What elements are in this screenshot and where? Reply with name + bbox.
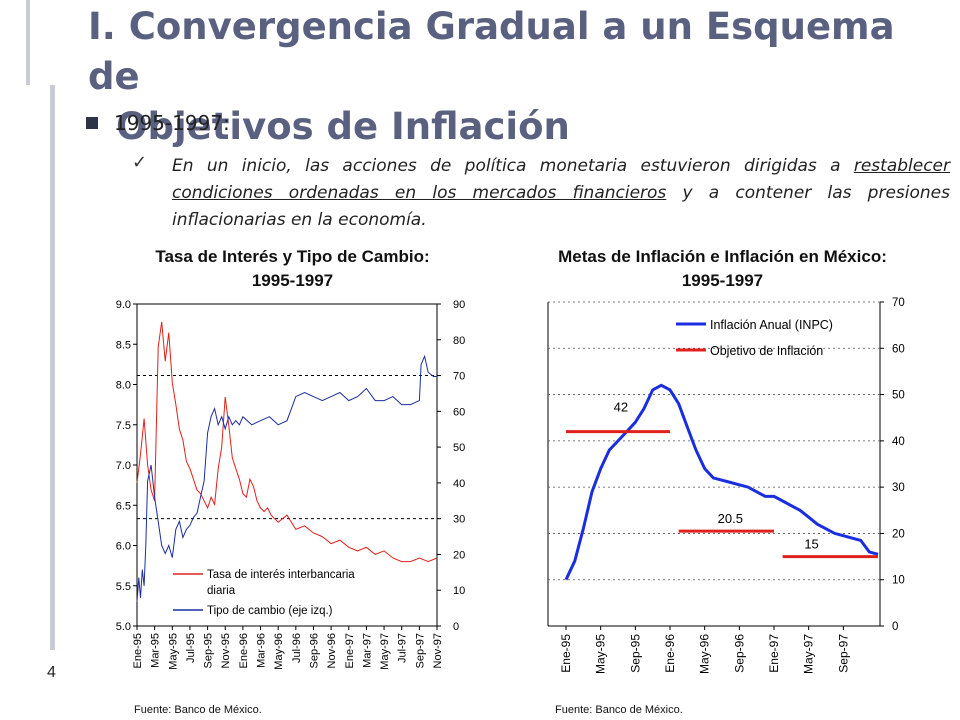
chart1-right-tick-label: 30 xyxy=(453,514,465,526)
chart1-left-tick-label: 7.0 xyxy=(116,460,131,472)
chart1-left-tick-label: 5.5 xyxy=(116,581,131,593)
page-number: 4 xyxy=(47,664,56,681)
chart1-left-tick-label: 6.0 xyxy=(116,541,131,553)
chart1-title-line1: Tasa de Interés y Tipo de Cambio: xyxy=(155,247,430,266)
annotation-42: 42 xyxy=(614,400,628,415)
checkmark-icon: ✓ xyxy=(132,152,148,173)
chart1-left-tick-label: 8.5 xyxy=(116,339,131,351)
chart1-x-tick-label: Ene-96 xyxy=(238,633,250,668)
chart2-x-tick-label: Sep-96 xyxy=(732,634,746,673)
annotation-15: 15 xyxy=(804,537,818,552)
chart2-right-tick-label: 0 xyxy=(892,621,898,633)
chart1-title-line2: 1995-1997 xyxy=(251,271,334,290)
chart1-left-tick-label: 8.0 xyxy=(116,380,131,392)
chart1-x-tick-label: Jul-97 xyxy=(397,633,409,663)
chart1-title: Tasa de Interés y Tipo de Cambio: 1995-1… xyxy=(110,245,475,293)
chart2-right-tick-label: 60 xyxy=(892,343,905,355)
chart1-x-tick-label: Sep-95 xyxy=(203,633,215,668)
chart2-title-line2: 1995-1997 xyxy=(681,271,764,290)
sub-bullet-text: En un inicio, las acciones de política m… xyxy=(172,153,950,234)
sub-text-underlined: restablecer condiciones ordenadas en los… xyxy=(172,156,950,203)
chart2-right-tick-label: 50 xyxy=(892,390,905,402)
chart1-x-tick-label: Nov-97 xyxy=(432,633,444,668)
chart2-x-tick-label: May-95 xyxy=(594,634,608,674)
chart1-left-tick-label: 9.0 xyxy=(116,299,131,311)
chart1-right-tick-label: 50 xyxy=(453,442,465,454)
chart1-left-tick-label: 6.5 xyxy=(116,500,131,512)
chart2-x-tick-label: Ene-95 xyxy=(559,634,573,673)
sub-text-part-3: y a contener las presiones inflacionaria… xyxy=(172,183,950,230)
chart1-x-tick-label: Mar-96 xyxy=(256,633,268,668)
sub-text-part-1: En un inicio, las acciones de política m… xyxy=(172,156,854,176)
legend-target-label: Objetivo de Inflación xyxy=(710,344,823,358)
chart2-x-tick-label: Sep-97 xyxy=(836,634,850,673)
chart1-source: Fuente: Banco de México. xyxy=(134,704,262,716)
chart1-x-tick-label: Nov-95 xyxy=(220,633,232,668)
annotation-20-5: 20.5 xyxy=(718,511,743,526)
chart1-left-tick-label: 7.5 xyxy=(116,420,131,432)
chart2-right-tick-label: 20 xyxy=(892,528,905,540)
chart2-right-tick-label: 40 xyxy=(892,436,905,448)
chart1-right-tick-label: 80 xyxy=(453,335,465,347)
chart1-x-tick-label: Mar-95 xyxy=(150,633,162,668)
chart2-right-tick-label: 70 xyxy=(892,297,905,309)
chart1-right-tick-label: 90 xyxy=(453,299,465,311)
chart2-right-tick-label: 10 xyxy=(892,575,905,587)
chart2-right-tick-label: 30 xyxy=(892,482,905,494)
chart1-x-tick-label: May-95 xyxy=(167,633,179,670)
square-bullet-icon xyxy=(86,117,98,129)
chart1-x-tick-label: Sep-96 xyxy=(308,633,320,668)
legend-interest-label: Tasa de interés interbancaria xyxy=(207,569,355,581)
chart2-x-tick-label: May-96 xyxy=(698,634,712,674)
chart2-source: Fuente: Banco de México. xyxy=(555,704,683,716)
bullet-text: 1995-1997: xyxy=(114,111,230,135)
interest-rate-line xyxy=(136,321,438,563)
bullet-item: 1995-1997: xyxy=(86,111,230,135)
title-line-1: I. Convergencia Gradual a un Esquema de xyxy=(88,5,895,98)
legend-interest-label-2: diaria xyxy=(207,585,236,597)
chart1-left-tick-label: 5.0 xyxy=(116,621,131,633)
legend-exchange-label: Tipo de cambio (eje izq.) xyxy=(207,605,333,617)
chart2-x-tick-label: Ene-97 xyxy=(767,634,781,673)
chart1-x-tick-label: Nov-96 xyxy=(326,633,338,668)
slide-title: I. Convergencia Gradual a un Esquema de … xyxy=(88,2,948,152)
chart2-x-tick-label: Sep-95 xyxy=(628,634,642,673)
chart1-x-tick-label: May-96 xyxy=(273,633,285,670)
chart1-x-tick-label: Jul-96 xyxy=(291,633,303,663)
chart1-x-tick-label: Ene-97 xyxy=(344,633,356,668)
chart1-x-tick-label: Ene-95 xyxy=(132,633,144,668)
chart1-x-tick-label: Jul-95 xyxy=(185,633,197,663)
chart1-right-tick-label: 20 xyxy=(453,549,465,561)
decorative-bar-top xyxy=(26,0,30,85)
chart1-x-tick-label: Sep-97 xyxy=(414,633,426,668)
chart2-title: Metas de Inflación e Inflación en México… xyxy=(510,245,935,293)
chart2-x-tick-label: May-97 xyxy=(802,634,816,674)
decorative-bar xyxy=(50,85,55,650)
chart1-right-tick-label: 0 xyxy=(453,621,459,633)
chart2-title-line1: Metas de Inflación e Inflación en México… xyxy=(558,247,887,266)
exchange-rate-line xyxy=(136,354,437,602)
chart1-right-tick-label: 10 xyxy=(453,585,465,597)
chart1-right-tick-label: 70 xyxy=(453,371,465,383)
legend-inflation-label: Inflación Anual (INPC) xyxy=(710,318,833,332)
title-line-2: Objetivos de Inflación xyxy=(116,105,570,148)
chart1-right-tick-label: 60 xyxy=(453,406,465,418)
inflation-line xyxy=(564,383,879,581)
chart1-x-tick-label: May-97 xyxy=(379,633,391,670)
chart1-right-tick-label: 40 xyxy=(453,478,465,490)
chart1-x-tick-label: Mar-97 xyxy=(361,633,373,668)
chart2-x-tick-label: Ene-96 xyxy=(663,634,677,673)
